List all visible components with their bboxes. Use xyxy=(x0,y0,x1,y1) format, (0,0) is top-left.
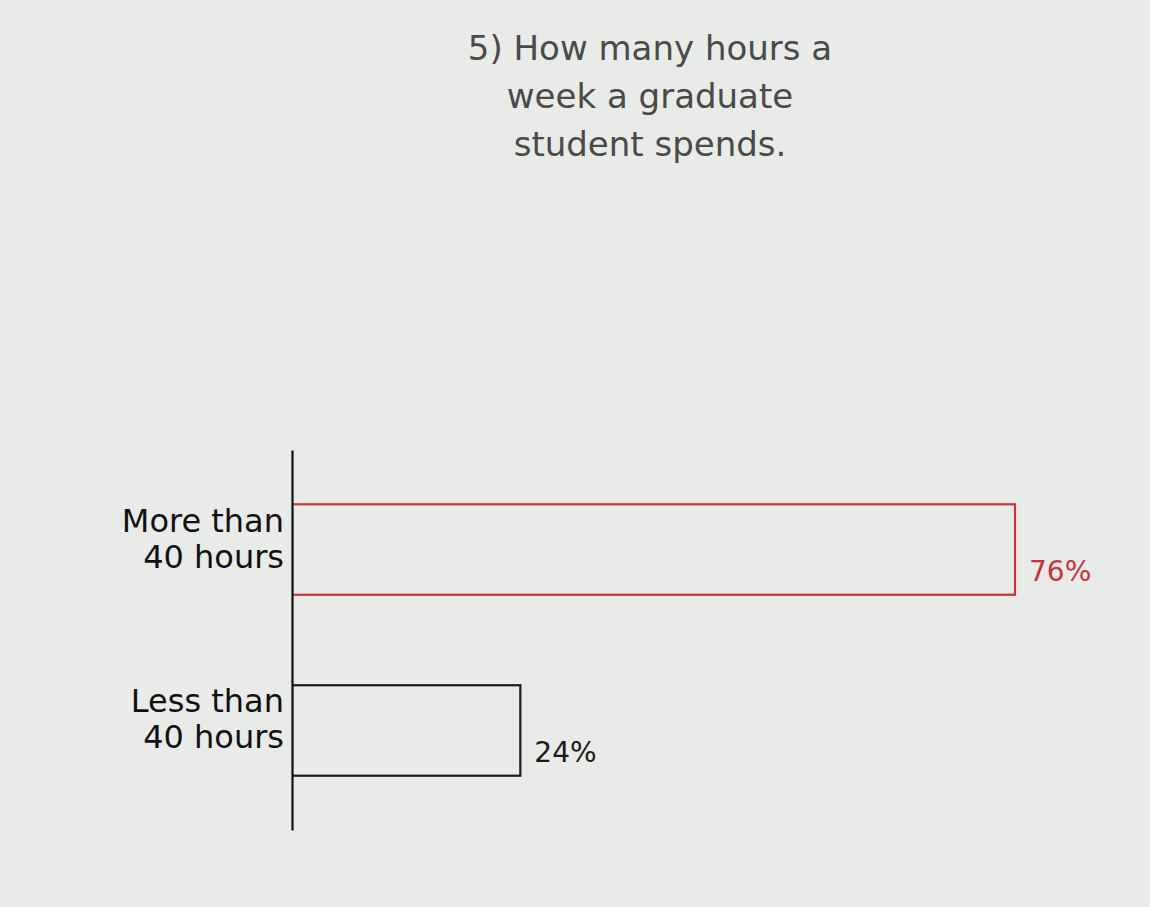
axis-line xyxy=(291,451,293,831)
tick-label: Less than40 hours xyxy=(131,682,284,756)
tick-label: More than40 hours xyxy=(122,502,284,576)
bar xyxy=(292,685,520,775)
tick: Less than40 hours xyxy=(131,682,284,756)
bar xyxy=(292,504,1015,594)
title: 5) How many hours aweek a graduatestuden… xyxy=(468,28,832,164)
data-label: 76% xyxy=(1029,555,1091,588)
data-label: 24% xyxy=(534,736,596,769)
data-labels: 76% 24% xyxy=(534,555,1091,769)
y-axis: More than40 hours Less than40 hours xyxy=(122,451,293,831)
chart: 5) How many hours aweek a graduatestuden… xyxy=(0,0,1150,907)
tick: More than40 hours xyxy=(122,502,284,576)
bars xyxy=(292,504,1015,775)
